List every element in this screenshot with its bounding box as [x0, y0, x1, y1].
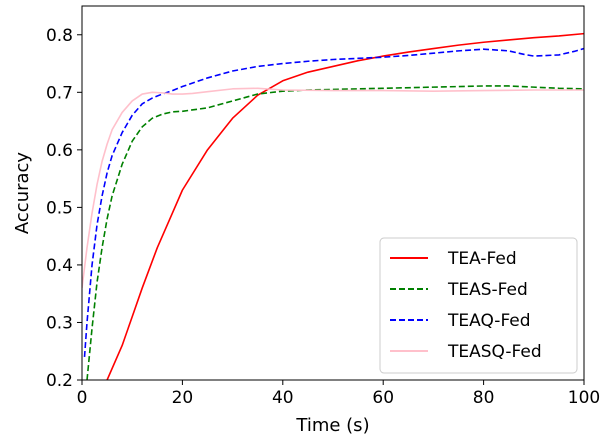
series-layer	[82, 32, 584, 380]
legend-label: TEAQ-Fed	[447, 311, 531, 331]
series-line-tea-fed	[106, 32, 584, 380]
y-tick-label: 0.8	[46, 26, 73, 46]
legend-label: TEASQ-Fed	[447, 342, 542, 362]
legend-label: TEA-Fed	[447, 249, 517, 269]
x-tick-label: 20	[172, 388, 194, 408]
x-axis: 0 20 40 60 80 100	[77, 380, 600, 408]
x-tick-label: 100	[568, 388, 600, 408]
y-tick-label: 0.4	[46, 256, 73, 276]
series-line-teasq-fed	[82, 87, 584, 289]
legend: TEA-Fed TEAS-Fed TEAQ-Fed TEASQ-Fed	[379, 237, 578, 374]
plot-frame	[81, 5, 585, 381]
y-tick-label: 0.6	[46, 141, 73, 161]
series-line-teaq-fed	[83, 47, 584, 358]
y-axis: 0.2 0.3 0.4 0.5 0.6 0.7 0.8	[46, 26, 82, 391]
y-tick-label: 0.2	[46, 371, 73, 391]
x-axis-label: Time (s)	[295, 415, 369, 436]
x-tick-label: 80	[473, 388, 495, 408]
x-tick-label: 60	[372, 388, 394, 408]
y-tick-label: 0.7	[46, 83, 73, 103]
legend-box	[379, 237, 578, 374]
x-tick-label: 40	[272, 388, 294, 408]
y-tick-label: 0.5	[46, 198, 73, 218]
series-line-teas-fed	[86, 85, 584, 380]
y-axis-label: Accuracy	[12, 152, 33, 235]
x-tick-label: 0	[77, 388, 88, 408]
legend-label: TEAS-Fed	[447, 280, 528, 300]
y-tick-label: 0.3	[46, 313, 73, 333]
